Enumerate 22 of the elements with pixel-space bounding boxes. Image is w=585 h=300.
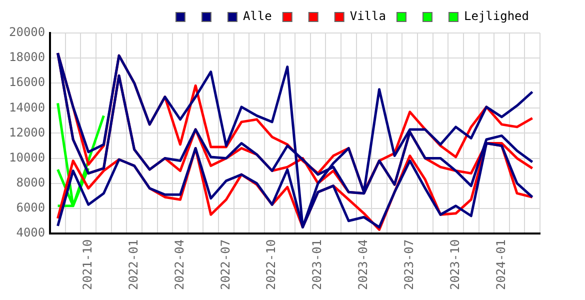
legend-label: Villa bbox=[350, 9, 386, 24]
x-tick-label: 2022-01 bbox=[126, 239, 140, 290]
x-tick-label: 2023-10 bbox=[448, 239, 462, 290]
x-tick-label: 2023-01 bbox=[310, 239, 324, 290]
y-tick-label: 12000 bbox=[9, 125, 46, 140]
x-tick-label: 2022-07 bbox=[218, 239, 232, 290]
y-tick-label: 10000 bbox=[9, 150, 46, 164]
y-tick-label: 16000 bbox=[9, 75, 46, 90]
x-tick-label: 2024-01 bbox=[494, 239, 508, 290]
y-tick-label: 8000 bbox=[16, 175, 46, 190]
x-tick-label: 2023-04 bbox=[356, 239, 370, 290]
y-tick-label: 20000 bbox=[9, 25, 46, 40]
y-tick-label: 6000 bbox=[16, 200, 46, 214]
y-tick-label: 18000 bbox=[9, 50, 46, 64]
x-tick-label: 2023-07 bbox=[402, 239, 416, 290]
legend-label: Alle bbox=[242, 9, 272, 24]
y-tick-label: 4000 bbox=[16, 226, 46, 240]
legend-label: Lejlighed bbox=[464, 9, 530, 24]
x-tick-label: 2021-10 bbox=[80, 239, 95, 290]
x-tick-label: 2022-10 bbox=[264, 239, 278, 290]
x-tick-label: 2022-04 bbox=[172, 239, 186, 290]
y-tick-label: 14000 bbox=[9, 100, 46, 114]
